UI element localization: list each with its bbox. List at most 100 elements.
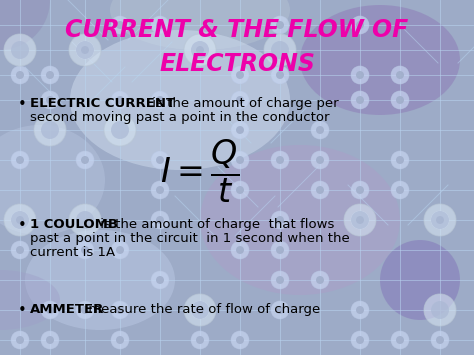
Circle shape — [191, 301, 209, 319]
Ellipse shape — [110, 0, 290, 50]
Circle shape — [151, 181, 169, 199]
Circle shape — [16, 156, 24, 164]
Circle shape — [396, 71, 404, 79]
Circle shape — [356, 71, 364, 79]
Circle shape — [116, 336, 124, 344]
Ellipse shape — [300, 5, 460, 115]
Circle shape — [156, 276, 164, 284]
Circle shape — [391, 66, 409, 84]
Circle shape — [231, 151, 249, 169]
Circle shape — [151, 16, 169, 34]
Circle shape — [11, 66, 29, 84]
Circle shape — [41, 301, 59, 319]
Circle shape — [191, 41, 209, 59]
Circle shape — [396, 96, 404, 104]
Text: is the amount of charge  that flows: is the amount of charge that flows — [96, 218, 334, 231]
Circle shape — [236, 186, 244, 194]
Circle shape — [16, 246, 24, 254]
Text: •: • — [18, 218, 27, 233]
Circle shape — [196, 336, 204, 344]
Circle shape — [276, 156, 284, 164]
Circle shape — [156, 21, 164, 29]
Circle shape — [41, 91, 59, 109]
Circle shape — [116, 246, 124, 254]
Circle shape — [184, 294, 216, 326]
Ellipse shape — [0, 125, 105, 235]
Circle shape — [231, 331, 249, 349]
Circle shape — [11, 241, 29, 259]
Circle shape — [151, 211, 169, 229]
Circle shape — [4, 204, 36, 236]
Text: •: • — [18, 97, 27, 112]
Circle shape — [41, 66, 59, 84]
Circle shape — [231, 66, 249, 84]
Circle shape — [431, 301, 449, 319]
Circle shape — [76, 301, 94, 319]
Circle shape — [16, 71, 24, 79]
Text: second moving past a point in the conductor: second moving past a point in the conduc… — [30, 111, 329, 124]
Circle shape — [316, 186, 324, 194]
Circle shape — [356, 21, 364, 29]
Circle shape — [311, 151, 329, 169]
Circle shape — [271, 211, 289, 229]
Circle shape — [271, 241, 289, 259]
Text: current is 1A: current is 1A — [30, 246, 115, 259]
Circle shape — [391, 331, 409, 349]
Circle shape — [191, 41, 209, 59]
Circle shape — [76, 241, 94, 259]
Circle shape — [46, 71, 54, 79]
Ellipse shape — [0, 0, 50, 50]
Circle shape — [111, 91, 129, 109]
Circle shape — [436, 336, 444, 344]
Circle shape — [356, 186, 364, 194]
Circle shape — [431, 331, 449, 349]
Circle shape — [271, 301, 289, 319]
Circle shape — [236, 96, 244, 104]
Circle shape — [196, 46, 204, 54]
Circle shape — [156, 96, 164, 104]
Circle shape — [271, 41, 289, 59]
Circle shape — [116, 21, 124, 29]
Text: •: • — [18, 303, 27, 318]
Circle shape — [81, 246, 89, 254]
Circle shape — [271, 151, 289, 169]
Text: ELECTRONS: ELECTRONS — [159, 52, 315, 76]
Circle shape — [271, 16, 289, 34]
Text: $\mathit{I} = \dfrac{\mathit{Q}}{\mathit{t}}$: $\mathit{I} = \dfrac{\mathit{Q}}{\mathit… — [161, 138, 239, 206]
Circle shape — [76, 41, 94, 59]
Circle shape — [436, 216, 444, 224]
Circle shape — [431, 211, 449, 229]
Text: 1 COULOMB: 1 COULOMB — [30, 218, 118, 231]
Circle shape — [76, 211, 94, 229]
Circle shape — [431, 211, 449, 229]
Circle shape — [311, 181, 329, 199]
Circle shape — [356, 336, 364, 344]
Circle shape — [11, 151, 29, 169]
Circle shape — [351, 211, 369, 229]
Circle shape — [81, 306, 89, 314]
Circle shape — [276, 306, 284, 314]
Circle shape — [231, 121, 249, 139]
Circle shape — [151, 151, 169, 169]
Circle shape — [46, 336, 54, 344]
Text: past a point in the circuit  in 1 second when the: past a point in the circuit in 1 second … — [30, 232, 350, 245]
Circle shape — [351, 66, 369, 84]
Circle shape — [34, 114, 66, 146]
Circle shape — [111, 301, 129, 319]
Circle shape — [231, 181, 249, 199]
Circle shape — [231, 91, 249, 109]
Circle shape — [69, 34, 101, 66]
Circle shape — [396, 186, 404, 194]
Circle shape — [11, 41, 29, 59]
Circle shape — [11, 211, 29, 229]
Ellipse shape — [200, 145, 400, 295]
Circle shape — [231, 241, 249, 259]
Circle shape — [276, 21, 284, 29]
Circle shape — [316, 156, 324, 164]
Circle shape — [46, 306, 54, 314]
Circle shape — [311, 271, 329, 289]
Circle shape — [156, 186, 164, 194]
Circle shape — [276, 246, 284, 254]
Circle shape — [344, 204, 376, 236]
Circle shape — [396, 156, 404, 164]
